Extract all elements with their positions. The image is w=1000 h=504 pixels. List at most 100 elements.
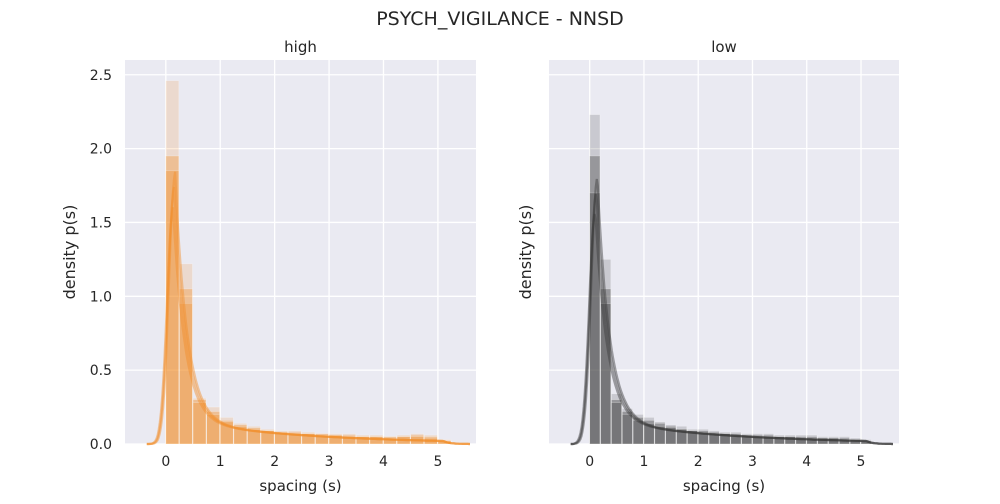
- histogram-bar: [730, 431, 742, 445]
- y-tick-label: 2.0: [90, 142, 112, 158]
- histogram-bar: [206, 406, 220, 445]
- histogram-bar: [752, 433, 764, 445]
- histogram-bar: [773, 436, 785, 445]
- histogram-bar: [437, 439, 452, 445]
- histogram-bar: [179, 288, 193, 445]
- histogram-bar: [643, 423, 655, 445]
- histogram-bar: [687, 430, 698, 445]
- histogram-bar: [589, 192, 601, 445]
- histogram-bar: [192, 397, 207, 445]
- histogram-bar: [849, 439, 861, 445]
- histogram-bar: [654, 425, 666, 445]
- histogram-bar: [274, 430, 288, 445]
- y-tick-label: 2.5: [90, 68, 112, 84]
- histogram-bar: [795, 436, 807, 445]
- histogram-bar: [795, 434, 807, 445]
- histogram-bar: [383, 436, 397, 445]
- histogram-bar: [219, 417, 234, 445]
- histogram-bar: [342, 434, 356, 445]
- histogram-bar: [860, 439, 872, 445]
- histogram-bar: [741, 433, 753, 445]
- histogram-bar: [219, 420, 234, 445]
- panel-low: 0 1 2 3 4 5 low spacing (s) density p(s): [516, 38, 899, 495]
- histogram-bar: [328, 434, 343, 445]
- x-tick-label: 3: [748, 454, 757, 470]
- histogram-bar: [697, 428, 709, 445]
- histogram-bar: [719, 433, 731, 445]
- histogram-bar: [369, 434, 384, 445]
- plot-area-low: [549, 60, 899, 444]
- histogram-bar: [437, 440, 452, 445]
- histogram-bar: [665, 424, 677, 445]
- histogram-bar: [849, 439, 861, 445]
- histogram-bar: [233, 425, 248, 445]
- panel-title-low: low: [711, 38, 737, 56]
- histogram-bar: [287, 430, 302, 445]
- histogram-bar: [410, 436, 425, 445]
- histogram-bar: [315, 434, 329, 445]
- histogram-bar: [730, 433, 742, 445]
- histogram-bar: [817, 436, 829, 445]
- histogram-bar: [806, 434, 818, 445]
- histogram-bar: [719, 433, 731, 445]
- y-tick-labels-high: 0.0 0.5 1.0 1.5 2.0 2.5: [90, 68, 112, 453]
- density-curve: [146, 186, 470, 446]
- histogram-bar: [206, 411, 220, 445]
- density-curve: [570, 178, 893, 446]
- histogram-bar: [741, 434, 753, 445]
- x-axis-label-high: spacing (s): [259, 477, 341, 495]
- histogram-bar: [697, 430, 709, 445]
- y-tick-label: 1.5: [90, 215, 112, 231]
- histogram-bar: [165, 170, 180, 445]
- histogram-bar: [260, 430, 275, 445]
- histogram-bar: [806, 437, 818, 445]
- histogram-bar: [247, 425, 261, 445]
- histogram-bar: [383, 437, 397, 445]
- histogram-bar: [611, 399, 622, 445]
- histogram-bar: [396, 434, 411, 445]
- histogram-bar: [437, 440, 452, 445]
- histogram-bar: [315, 433, 329, 445]
- x-tick-label: 1: [216, 454, 225, 470]
- x-tick-label: 4: [379, 454, 388, 470]
- histogram-bar: [828, 437, 840, 445]
- x-tick-label: 5: [857, 454, 866, 470]
- histogram-bar: [611, 402, 622, 445]
- panel-title-high: high: [284, 38, 317, 56]
- histogram-bar: [247, 428, 261, 445]
- histogram-bar: [784, 434, 796, 445]
- histogram-bar: [643, 417, 655, 445]
- histogram-bar: [600, 259, 612, 445]
- histogram-bar: [287, 431, 302, 445]
- histogram-bar: [600, 303, 612, 445]
- histogram-bar: [287, 433, 302, 445]
- histogram-bar: [233, 423, 248, 445]
- histogram-bar: [342, 436, 356, 445]
- histogram-bar: [369, 436, 384, 445]
- histogram-bar: [410, 434, 425, 445]
- histogram-bar: [752, 434, 764, 445]
- histogram-bar: [676, 425, 688, 445]
- histogram-bar: [839, 436, 850, 445]
- histogram-bar: [654, 421, 666, 445]
- y-axis-label-low: density p(s): [516, 205, 535, 300]
- y-tick-label: 0.0: [90, 437, 112, 453]
- x-tick-label: 5: [433, 454, 442, 470]
- histogram-bar: [773, 436, 785, 445]
- histogram-bar: [260, 428, 275, 445]
- x-tick-labels-high: 0 1 2 3 4 5: [161, 454, 442, 470]
- histogram-bar: [839, 439, 850, 445]
- histogram-bar: [687, 428, 698, 445]
- histogram-bar: [773, 434, 785, 445]
- histogram-bar: [369, 436, 384, 445]
- histogram-bar: [621, 414, 633, 445]
- histogram-bar: [611, 393, 622, 445]
- gridlines-high: [125, 60, 476, 445]
- histogram-bar: [342, 433, 356, 445]
- gridlines-low: [549, 60, 899, 445]
- x-tick-label: 2: [270, 454, 279, 470]
- x-tick-label: 0: [585, 454, 594, 470]
- histogram-bar: [708, 430, 720, 445]
- histogram-bar: [795, 437, 807, 445]
